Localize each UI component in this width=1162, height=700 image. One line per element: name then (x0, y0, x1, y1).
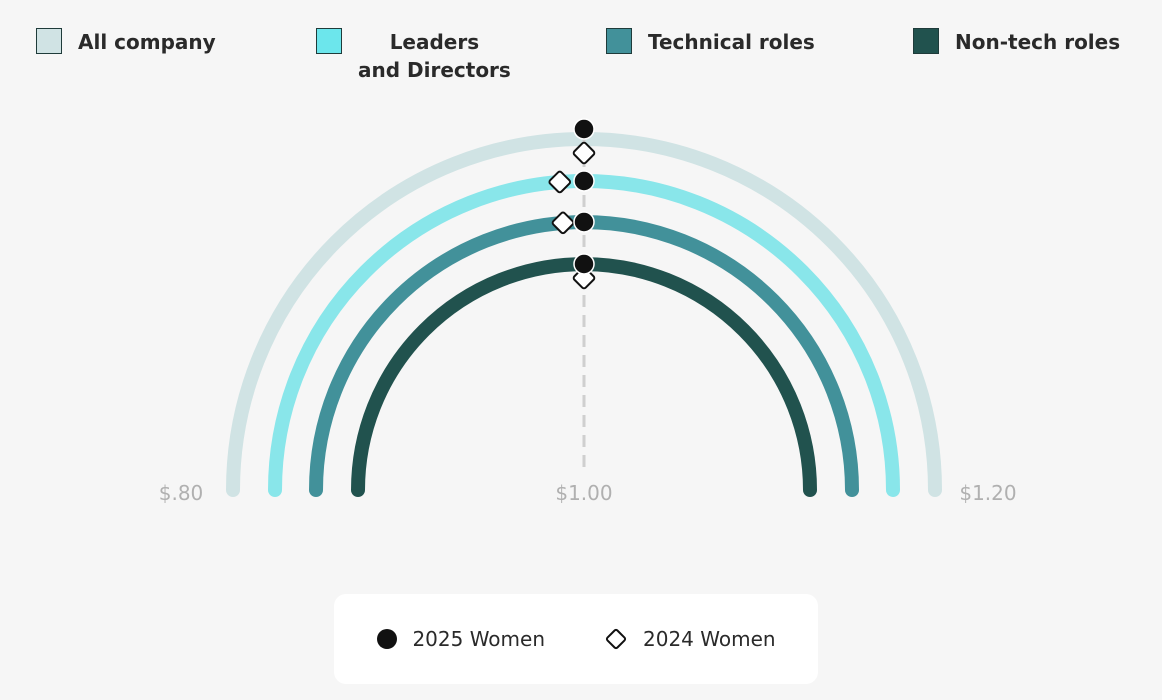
legend-label-leaders-line2: and Directors (358, 58, 511, 82)
legend-item-all-company[interactable]: All company (36, 28, 216, 56)
legend-label-technical: Technical roles (648, 30, 815, 54)
marker-2025-technical[interactable] (573, 211, 595, 233)
marker-2025-non-tech[interactable] (573, 253, 595, 275)
marker-2025-leaders[interactable] (573, 170, 595, 192)
marker-2025-all-company[interactable] (573, 118, 595, 140)
filled-circle-icon (377, 629, 398, 649)
legend-label-non-tech: Non-tech roles (955, 30, 1121, 54)
legend-2024-women[interactable]: 2024 Women (603, 626, 776, 652)
marker-2024-technical[interactable] (551, 211, 575, 235)
legend-swatch-non-tech (913, 28, 939, 54)
legend-swatch-leaders (316, 28, 342, 54)
legend-item-non-tech[interactable]: Non-tech roles (913, 28, 1120, 56)
legend-item-leaders[interactable]: Leaders and Directors (316, 28, 511, 84)
legend-2025-women-label: 2025 Women (412, 627, 545, 651)
marker-legend: 2025 Women 2024 Women (334, 594, 818, 684)
diamond-outline-icon (605, 628, 627, 650)
legend-2025-women[interactable]: 2025 Women (376, 627, 545, 651)
axis-label-center: $1.00 (555, 481, 612, 505)
legend-item-technical[interactable]: Technical roles (606, 28, 815, 56)
marker-group (548, 118, 596, 290)
arc-chart: $.80 $1.00 $1.20 (159, 118, 1017, 505)
legend-top: All company Leaders and Directors Techni… (0, 0, 1162, 90)
legend-2024-women-label: 2024 Women (643, 627, 776, 651)
marker-2024-all-company[interactable] (572, 141, 596, 165)
legend-label-leaders-line1: Leaders (389, 30, 480, 54)
legend-label-all-company: All company (78, 30, 216, 54)
legend-label-leaders: Leaders and Directors (358, 28, 511, 84)
legend-swatch-technical (606, 28, 632, 54)
axis-label-max: $1.20 (959, 481, 1016, 505)
legend-swatch-all-company (36, 28, 62, 54)
axis-label-min: $.80 (159, 481, 204, 505)
marker-2024-leaders[interactable] (548, 170, 572, 194)
